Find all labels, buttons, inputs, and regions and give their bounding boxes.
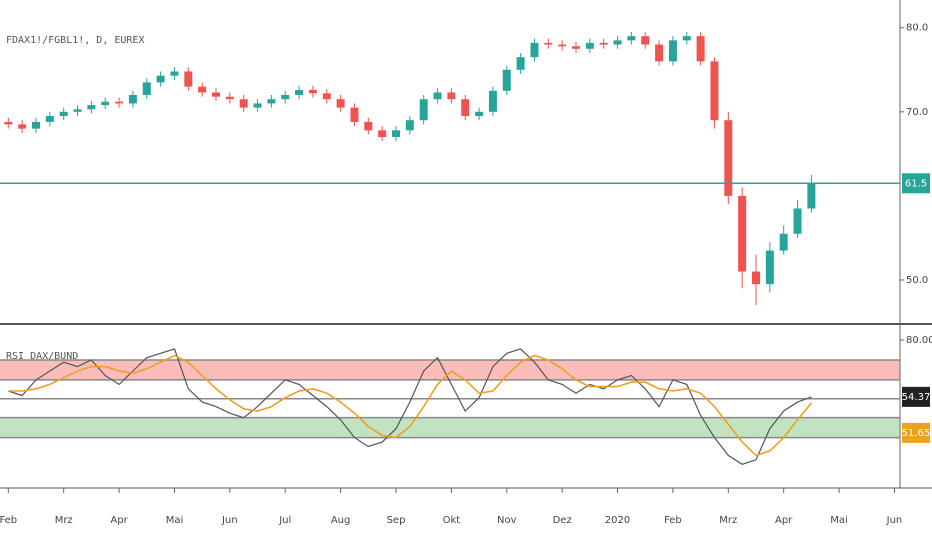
candle-body: [115, 101, 124, 104]
candle-body: [807, 183, 816, 209]
candle-body: [461, 99, 470, 117]
y-tick-label: 70.0: [906, 107, 928, 118]
candle-body: [87, 105, 96, 110]
x-tick-label: Jun: [221, 515, 238, 526]
candle-body: [544, 42, 553, 45]
candle-body: [364, 121, 373, 131]
x-tick-label: Jul: [278, 515, 291, 526]
candle-body: [433, 92, 442, 100]
x-tick-label: Mai: [830, 515, 848, 526]
candle-body: [682, 36, 691, 41]
candle-body: [45, 116, 54, 122]
candle-body: [225, 96, 234, 100]
candle-body: [281, 95, 290, 100]
y-tick-label: 80.0: [906, 23, 928, 34]
candle-body: [502, 69, 511, 91]
candle-body: [641, 36, 650, 45]
candle-body: [184, 71, 193, 87]
candle-body: [475, 111, 484, 117]
candle-body: [572, 46, 580, 49]
last-price-label: 61.5: [905, 178, 927, 189]
candle-body: [779, 233, 788, 251]
y-tick-label: 80.00: [906, 335, 932, 346]
rsi-band: [0, 359, 900, 380]
candle-body: [488, 90, 497, 112]
candle-body: [350, 107, 359, 122]
candle-body: [212, 92, 220, 97]
candle-body: [253, 103, 262, 108]
candle-body: [793, 208, 802, 234]
candle-body: [710, 61, 719, 121]
candle-body: [170, 71, 179, 76]
candle-body: [308, 89, 317, 94]
candle-body: [18, 124, 27, 129]
rsi-value-label-bg: [902, 422, 930, 443]
indicator-title: RSI DAX/BUND: [6, 351, 78, 362]
x-tick-label: Jun: [886, 515, 903, 526]
candle-body: [613, 40, 622, 45]
candle-body: [724, 120, 733, 196]
candle-body: [752, 271, 760, 285]
x-tick-label: 2020: [605, 515, 630, 526]
x-tick-label: Dez: [553, 515, 572, 526]
candle-body: [696, 36, 705, 62]
x-tick-label: Apr: [775, 515, 793, 526]
candle-body: [295, 89, 304, 96]
x-tick-label: Apr: [110, 515, 128, 526]
x-tick-label: Nov: [497, 515, 517, 526]
x-tick-label: Mai: [166, 515, 184, 526]
candle-body: [599, 42, 608, 45]
candle-body: [447, 92, 456, 100]
rsi-value-label: 54.37: [902, 392, 931, 403]
candle-body: [530, 42, 539, 58]
candle-body: [4, 121, 13, 125]
rsi-band: [0, 417, 900, 438]
candle-body: [516, 57, 525, 70]
x-tick-label: Mrz: [55, 515, 73, 526]
candle-body: [267, 99, 276, 104]
candle-body: [655, 44, 664, 62]
candle-body: [405, 120, 414, 131]
candle-body: [73, 109, 82, 112]
rsi-value-label: 51.65: [902, 428, 931, 439]
candle-body: [128, 95, 137, 104]
y-tick-label: 50.0: [906, 275, 928, 286]
x-tick-label: Okt: [443, 515, 461, 526]
x-tick-label: Aug: [331, 515, 351, 526]
candle-body: [627, 36, 636, 41]
candle-body: [392, 130, 400, 138]
candle-body: [378, 130, 387, 138]
candle-body: [585, 42, 594, 49]
x-tick-label: Feb: [664, 515, 682, 526]
candle-body: [738, 195, 747, 272]
candle-body: [156, 75, 165, 83]
x-tick-label: Sep: [387, 515, 406, 526]
candle-body: [198, 86, 207, 93]
candle-body: [558, 44, 567, 47]
candle-body: [419, 99, 428, 121]
candle-body: [239, 99, 248, 108]
candle-body: [101, 101, 110, 106]
x-tick-label: Mrz: [719, 515, 737, 526]
rsi-value-label-bg: [902, 386, 930, 407]
candle-body: [142, 82, 151, 96]
x-tick-label: Feb: [0, 515, 17, 526]
rsi-line: [8, 354, 813, 457]
rsi-line: [8, 348, 812, 465]
candle-body: [322, 93, 331, 100]
last-price-label-bg: [902, 173, 930, 194]
candle-body: [336, 99, 345, 108]
candle-body: [59, 111, 68, 117]
candle-body: [765, 250, 774, 285]
candle-body: [668, 40, 677, 62]
candle-body: [32, 121, 40, 129]
symbol-title: FDAX1!/FGBL1!, D, EUREX: [6, 35, 144, 46]
